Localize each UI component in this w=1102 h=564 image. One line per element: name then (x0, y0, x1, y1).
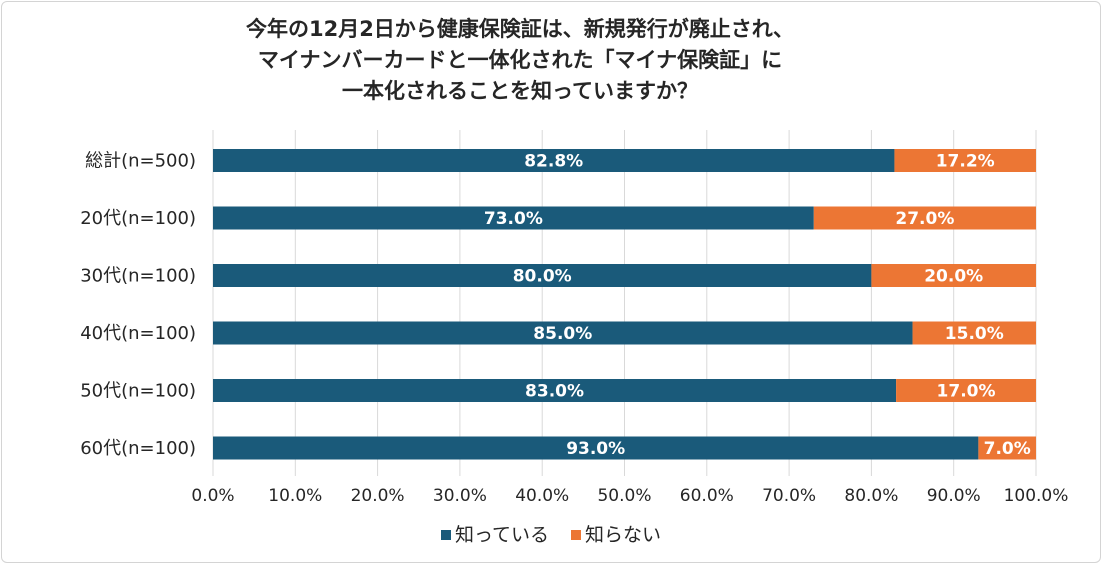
chart-title: 今年の12月2日から健康保険証は、新規発行が廃止され、 マイナンバーカードと一体… (0, 14, 1040, 107)
category-label: 総計(n=500) (85, 151, 196, 172)
data-label: 17.2% (936, 152, 995, 172)
x-tick-label: 0.0% (191, 486, 234, 506)
category-label: 20代(n=100) (80, 208, 196, 229)
data-label: 15.0% (945, 324, 1004, 344)
data-label: 93.0% (566, 439, 625, 459)
x-tick-label: 100.0% (1004, 486, 1069, 506)
category-label: 40代(n=100) (80, 323, 196, 344)
x-tick-label: 30.0% (433, 486, 487, 506)
bar-unknown (894, 149, 1036, 172)
data-label: 17.0% (937, 382, 996, 402)
x-tick-label: 60.0% (680, 486, 734, 506)
bar-unknown (978, 436, 1036, 460)
bar-known (213, 379, 897, 402)
legend-label-unknown: 知らない (585, 524, 662, 546)
legend-swatch-known (440, 530, 451, 540)
x-tick-label: 80.0% (844, 486, 898, 506)
bar-unknown (912, 321, 1036, 345)
bar-known (213, 206, 814, 230)
data-label: 27.0% (895, 209, 954, 229)
bar-chart: 0.0% 10.0% 20.0% 30.0% 40.0% 50.0% 60.0% 70.0% 8… (80, 130, 1069, 506)
bar-unknown (813, 206, 1036, 230)
bar-known (213, 321, 913, 345)
bar-known (213, 149, 895, 172)
data-label: 7.0% (984, 439, 1031, 459)
data-label: 20.0% (924, 267, 983, 287)
category-label: 50代(n=100) (80, 381, 196, 402)
category-label: 30代(n=100) (80, 266, 196, 287)
x-tick-label: 90.0% (927, 486, 981, 506)
bar-known (213, 436, 979, 460)
chart-title-line-1: 今年の12月2日から健康保険証は、新規発行が廃止され、 (245, 17, 795, 41)
data-label: 85.0% (533, 324, 592, 344)
x-tick-label: 50.0% (597, 486, 651, 506)
bar-unknown (871, 264, 1036, 287)
data-label: 80.0% (513, 267, 572, 287)
x-tick-label: 40.0% (515, 486, 569, 506)
bar-known (213, 264, 872, 287)
data-label: 73.0% (484, 209, 543, 229)
chart-title-line-3: 一本化されることを知っていますか？ (342, 79, 698, 103)
legend-item-unknown: 知らない (571, 520, 661, 547)
legend-item-known: 知っている (440, 520, 549, 547)
x-tick-label: 70.0% (762, 486, 816, 506)
chart-title-line-2: マイナンバーカードと一体化された「マイナ保険証」に (257, 48, 783, 72)
legend: 知っている 知らない (0, 520, 1102, 547)
data-label: 83.0% (525, 382, 584, 402)
legend-label-known: 知っている (454, 524, 549, 546)
category-label: 60代(n=100) (80, 438, 196, 459)
legend-swatch-unknown (571, 530, 582, 540)
bar-unknown (896, 379, 1036, 402)
data-label: 82.8% (524, 152, 583, 172)
x-tick-label: 20.0% (351, 486, 405, 506)
x-tick-label: 10.0% (268, 486, 322, 506)
